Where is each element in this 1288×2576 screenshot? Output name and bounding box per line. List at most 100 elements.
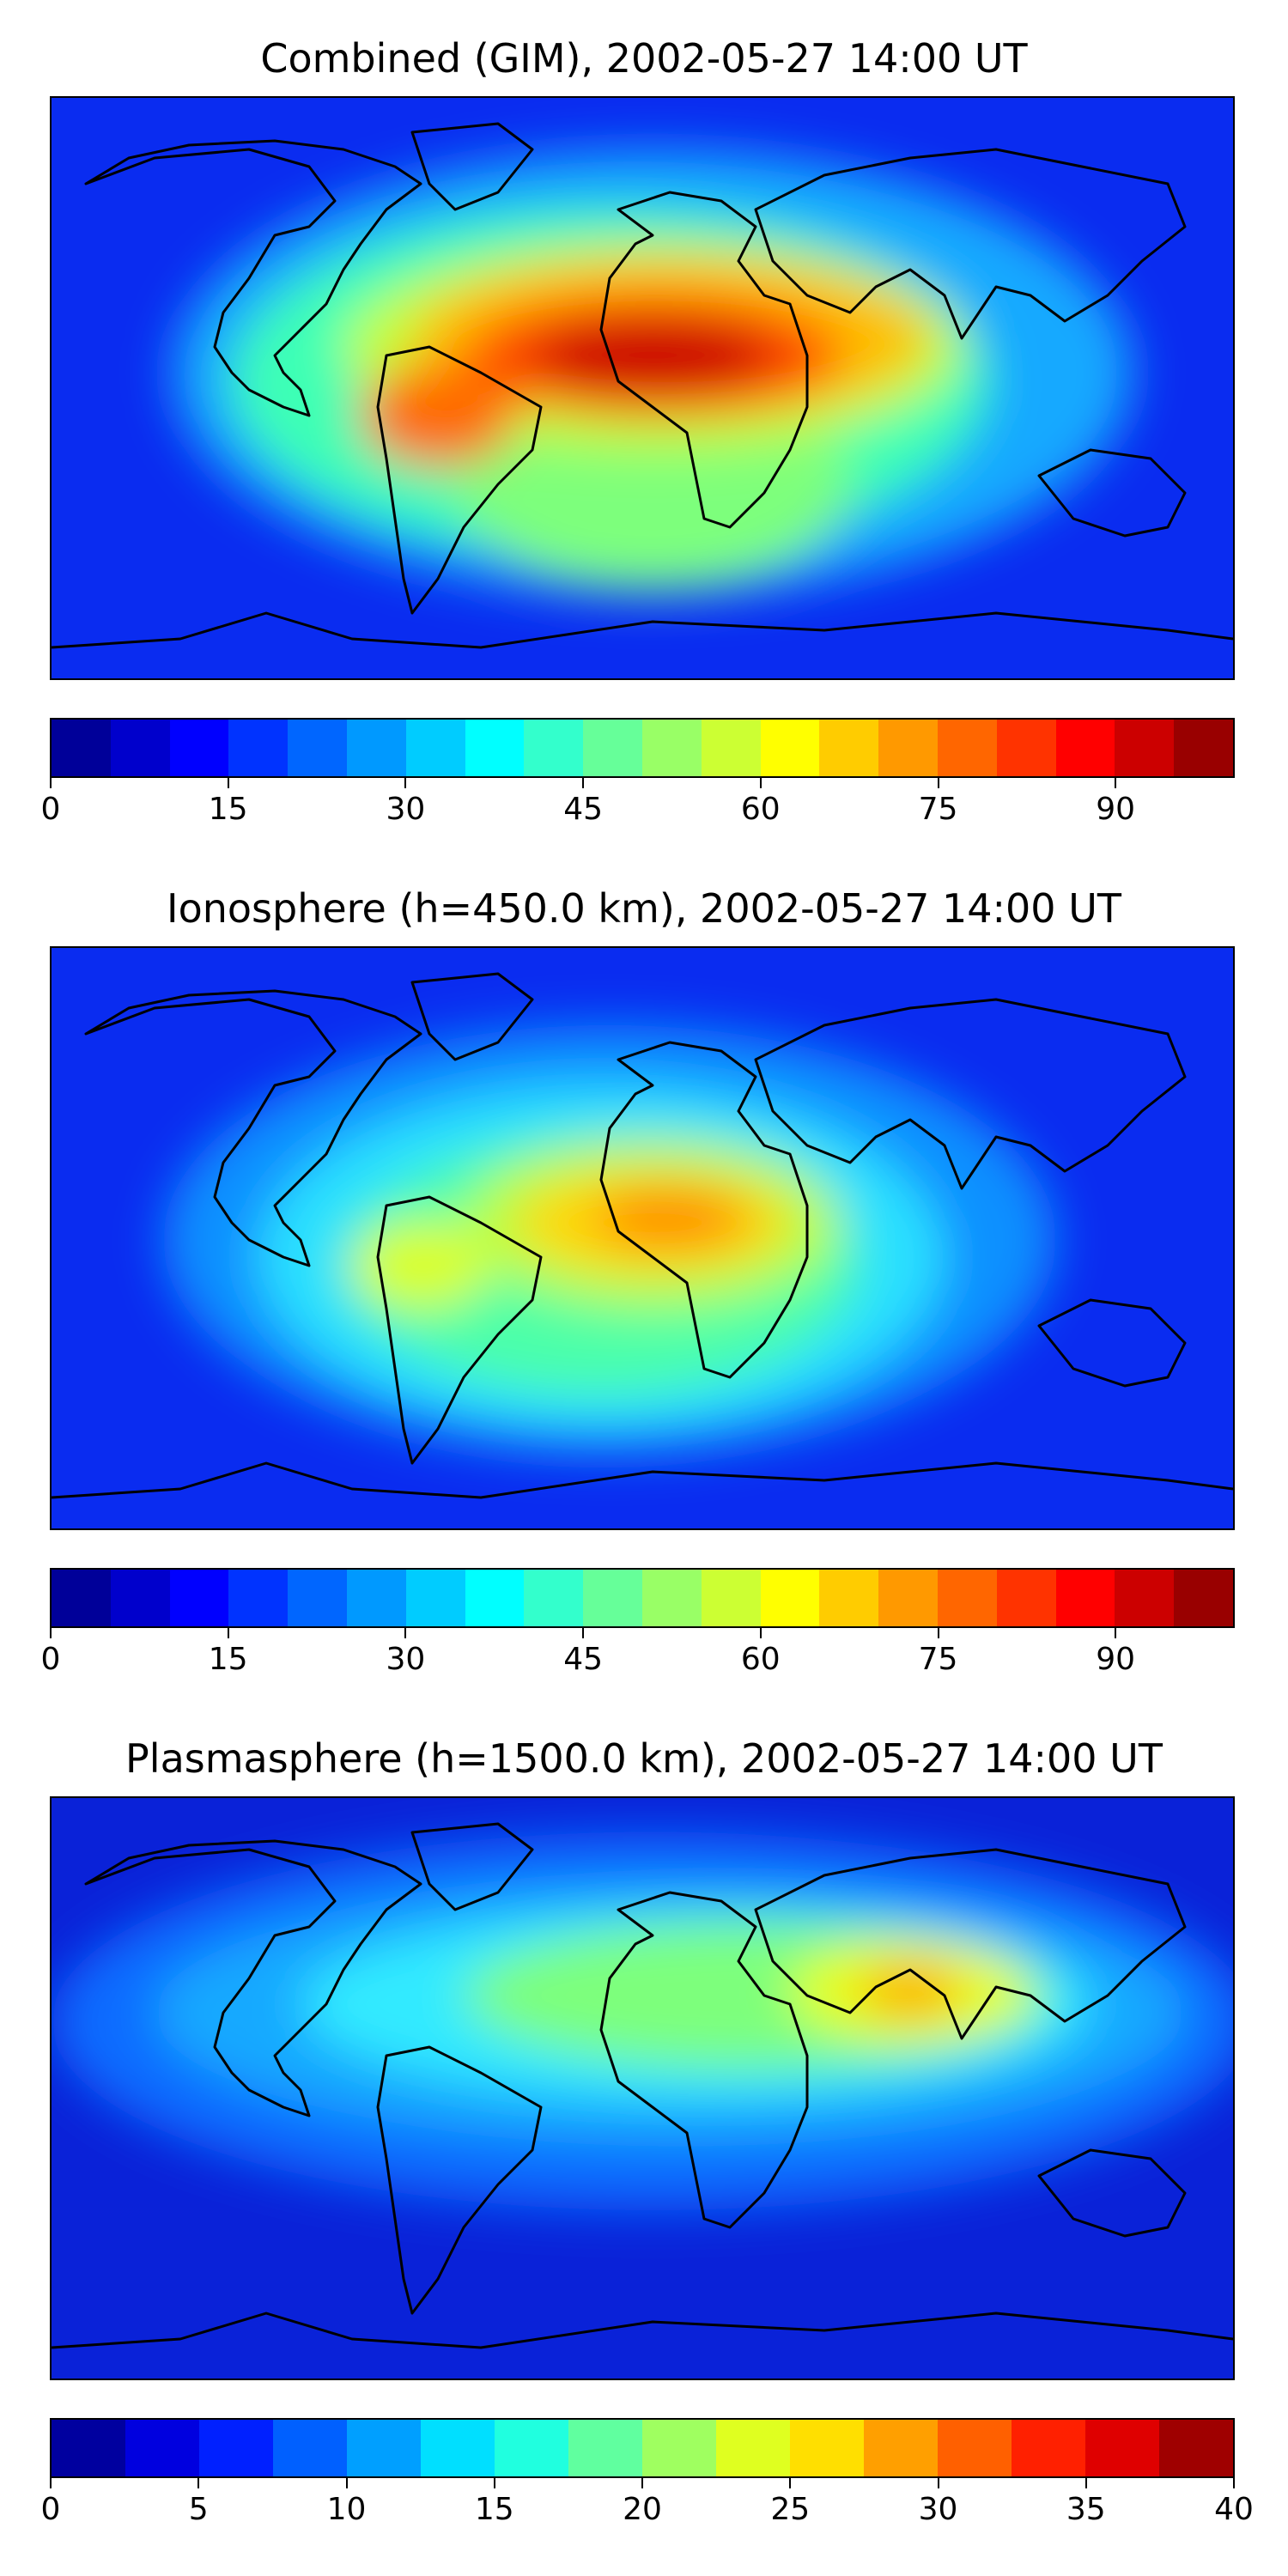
colorbar-segment <box>110 1570 170 1626</box>
colorbar-tick-label: 90 <box>1096 1642 1136 1677</box>
colorbar-segment <box>288 1570 347 1626</box>
colorbar-segment <box>524 1570 584 1626</box>
colorbar-tick <box>1233 2478 1235 2488</box>
colorbar-segment <box>864 2420 938 2476</box>
colorbar-tick <box>50 1628 52 1638</box>
colorbar-segment <box>125 2420 199 2476</box>
map-ionosphere <box>50 946 1235 1530</box>
colorbar-tick-label: 40 <box>1214 2492 1254 2527</box>
colorbar-tick <box>50 778 52 788</box>
tec-field-ionosphere <box>163 1025 1056 1455</box>
colorbar-segment <box>273 2420 347 2476</box>
colorbar-segment <box>701 720 761 776</box>
colorbar-tick-label: 10 <box>326 2492 367 2527</box>
colorbar-segment <box>641 1570 702 1626</box>
colorbar-tick-label: 45 <box>563 1642 603 1677</box>
colorbar-tick <box>641 2478 643 2488</box>
colorbar-segment <box>1085 2420 1159 2476</box>
colorbar-segment <box>347 2420 421 2476</box>
panel-title-ionosphere: Ionosphere (h=450.0 km), 2002-05-27 14:0… <box>167 885 1121 932</box>
colorbar-tick-label: 0 <box>40 792 61 827</box>
colorbar-segment <box>937 720 997 776</box>
colorbar-tick-label: 60 <box>740 1642 781 1677</box>
tec-field-combined <box>172 149 1133 596</box>
colorbar-tick-label: 20 <box>623 2492 662 2527</box>
colorbar-segment <box>228 1570 289 1626</box>
colorbar-segment <box>1012 2420 1085 2476</box>
colorbar-segment <box>878 1570 938 1626</box>
colorbar-segment <box>52 1570 111 1626</box>
colorbar-segment <box>790 2420 864 2476</box>
colorbar-ionosphere <box>50 1568 1235 1628</box>
colorbar-segment <box>465 720 525 776</box>
colorbar-tick <box>493 2478 495 2488</box>
colorbar-tick <box>937 2478 939 2488</box>
colorbar-tick <box>759 778 762 788</box>
colorbar-tick <box>937 778 939 788</box>
colorbar-plasmasphere <box>50 2418 1235 2478</box>
colorbar-ticks-plasmasphere: 0 5 10 15 20 25 30 35 40 <box>41 2478 1254 2530</box>
colorbar-tick <box>582 778 585 788</box>
colorbar-segment <box>1174 1570 1233 1626</box>
colorbar-tick <box>937 1628 939 1638</box>
colorbar-ticks-ionosphere: 0 15 30 45 60 75 90 <box>41 1628 1235 1680</box>
colorbar-tick <box>404 778 407 788</box>
colorbar-segment <box>52 720 111 776</box>
colorbar-tick-label: 45 <box>563 792 603 827</box>
colorbar-tick <box>582 1628 585 1638</box>
map-ionosphere-svg <box>52 948 1233 1528</box>
colorbar-segment <box>937 1570 997 1626</box>
colorbar-segment <box>568 2420 642 2476</box>
colorbar-segment <box>465 1570 525 1626</box>
panel-title-combined: Combined (GIM), 2002-05-27 14:00 UT <box>260 35 1028 82</box>
colorbar-segment <box>583 1570 642 1626</box>
colorbar-tick-label: 15 <box>208 792 248 827</box>
colorbar-tick <box>789 2478 792 2488</box>
colorbar-segment <box>405 1570 465 1626</box>
colorbar-combined <box>50 718 1235 778</box>
colorbar-tick <box>759 1628 762 1638</box>
colorbar-segment <box>1115 720 1175 776</box>
colorbar-segment <box>228 720 289 776</box>
colorbar-segment <box>288 720 347 776</box>
colorbar-tick <box>1115 778 1117 788</box>
colorbar-segment <box>524 720 584 776</box>
colorbar-segment <box>346 720 406 776</box>
colorbar-tick <box>50 2478 52 2488</box>
map-combined-svg <box>52 98 1233 678</box>
colorbar-segment <box>642 2420 716 2476</box>
colorbar-tick-label: 75 <box>918 1642 958 1677</box>
colorbar-segment <box>819 720 879 776</box>
colorbar-tick <box>404 1628 407 1638</box>
colorbar-tick <box>197 2478 200 2488</box>
colorbar-segment <box>52 2420 125 2476</box>
colorbar-segment <box>1115 1570 1175 1626</box>
map-plasmasphere-svg <box>52 1798 1233 2379</box>
colorbar-segment <box>1159 2420 1233 2476</box>
colorbar-segment <box>169 1570 229 1626</box>
colorbar-tick-label: 60 <box>740 792 781 827</box>
colorbar-tick-label: 0 <box>40 1642 61 1677</box>
colorbar-tick <box>345 2478 348 2488</box>
colorbar-tick-label: 25 <box>770 2492 811 2527</box>
colorbar-tick-label: 30 <box>386 1642 426 1677</box>
map-plasmasphere <box>50 1796 1235 2380</box>
map-combined <box>50 96 1235 680</box>
colorbar-segment <box>169 720 229 776</box>
colorbar-segment <box>421 2420 495 2476</box>
colorbar-tick-label: 15 <box>474 2492 514 2527</box>
colorbar-segment <box>110 720 170 776</box>
colorbar-tick <box>1115 1628 1117 1638</box>
colorbar-tick-label: 75 <box>918 792 958 827</box>
colorbar-segment <box>701 1570 761 1626</box>
colorbar-segment <box>495 2420 568 2476</box>
colorbar-tick <box>227 778 229 788</box>
colorbar-tick <box>1084 2478 1087 2488</box>
colorbar-segment <box>878 720 938 776</box>
colorbar-tick-label: 30 <box>918 2492 958 2527</box>
panel-title-plasmasphere: Plasmasphere (h=1500.0 km), 2002-05-27 1… <box>125 1735 1163 1782</box>
colorbar-segment <box>199 2420 273 2476</box>
colorbar-segment <box>346 1570 406 1626</box>
colorbar-segment <box>819 1570 879 1626</box>
colorbar-segment <box>641 720 702 776</box>
